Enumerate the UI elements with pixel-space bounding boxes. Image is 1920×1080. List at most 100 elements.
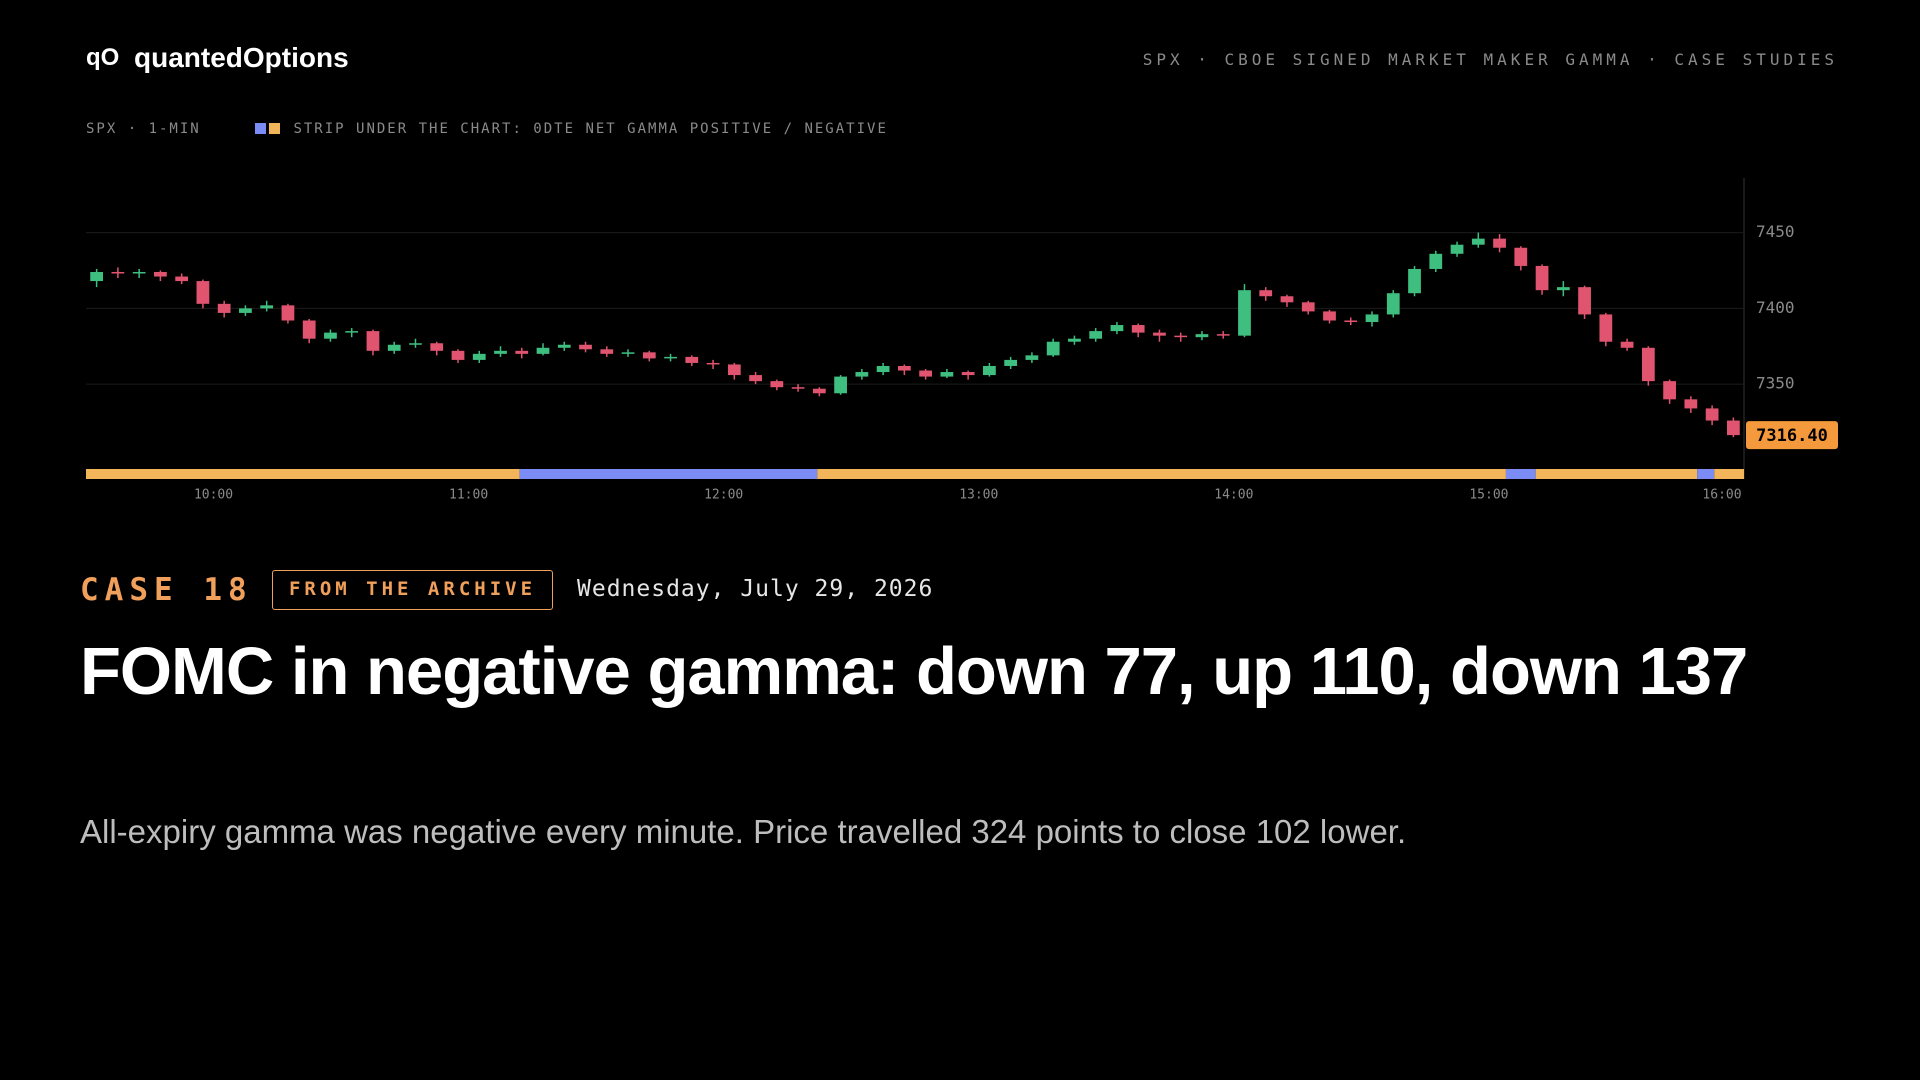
candle-body (940, 372, 954, 377)
candle-body (1386, 293, 1400, 315)
last-price-label: 7316.40 (1756, 426, 1828, 446)
legend-text: STRIP UNDER THE CHART: 0DTE NET GAMMA PO… (293, 121, 888, 137)
candle-body (1216, 334, 1230, 336)
candle-body (472, 353, 486, 360)
legend-swatch (255, 123, 266, 134)
brand[interactable]: quantedOptions (134, 42, 349, 73)
candle-body (1408, 268, 1421, 294)
candle-body (1471, 238, 1485, 245)
candle-body (536, 347, 550, 354)
candle-body (579, 344, 592, 350)
candle-body (557, 344, 571, 348)
x-tick-label: 10:00 (194, 488, 233, 503)
x-tick-label: 12:00 (704, 488, 743, 503)
chart: 7350 7400 7450 10:00 11:00 12:00 13:00 14:00 15:… (86, 178, 1838, 503)
gamma-strip (519, 469, 818, 479)
candle-body (1705, 408, 1719, 421)
candle-body (1004, 359, 1018, 366)
gamma-strip (1535, 469, 1698, 479)
candle-body (324, 332, 337, 339)
candle-body (366, 331, 380, 351)
candle-body (770, 381, 784, 388)
candle-body (409, 343, 422, 345)
candle-body (217, 303, 231, 313)
candle-body (1046, 341, 1060, 356)
candle-body (1280, 296, 1294, 303)
x-tick-label: 13:00 (959, 488, 998, 503)
candle-body (451, 350, 465, 360)
candle-body (855, 372, 869, 377)
candle-body (90, 271, 104, 282)
date: Wednesday, July 29, 2026 (577, 576, 934, 602)
candle-body (1684, 399, 1698, 409)
candle-body (1259, 290, 1273, 297)
candle-body (1578, 287, 1591, 315)
x-tick-label: 14:00 (1214, 488, 1253, 503)
subtitle: All-expiry gamma was negative every minu… (80, 813, 1407, 850)
candle-body (600, 349, 614, 354)
candle-body (1663, 381, 1676, 400)
candle-body (175, 276, 189, 282)
candle-body (1089, 331, 1103, 339)
y-tick-label: 7350 (1756, 374, 1795, 393)
candle-body (961, 372, 975, 376)
candle-body (834, 376, 847, 394)
candle-body (685, 356, 699, 363)
candle-body (1068, 338, 1081, 342)
gamma-strip (1505, 469, 1536, 479)
logo[interactable]: qO (86, 44, 120, 71)
candle-body (515, 350, 529, 354)
candle-body (1450, 244, 1464, 254)
chart-meta: SPX · 1-MIN (86, 121, 201, 137)
candle-body (1365, 314, 1379, 323)
candle-body (897, 365, 911, 371)
case-number: CASE 18 (80, 572, 253, 608)
candle-body (1599, 314, 1613, 342)
x-tick-label: 16:00 (1702, 488, 1741, 503)
candle-body (1514, 247, 1528, 266)
candle-body (260, 305, 274, 309)
candle-body (1131, 325, 1145, 333)
last-price-box (1746, 421, 1838, 450)
candle-body (642, 352, 656, 359)
candle-body (812, 388, 826, 394)
gamma-strip (817, 469, 1506, 479)
x-tick-label: 15:00 (1469, 488, 1508, 503)
candle-body (876, 365, 890, 373)
candle-body (1556, 287, 1570, 291)
candle-body (621, 352, 635, 354)
strip-legend: STRIP UNDER THE CHART: 0DTE NET GAMMA PO… (255, 121, 888, 137)
candle-body (1025, 355, 1039, 360)
candle-body (132, 271, 146, 274)
candle-body (983, 365, 996, 376)
candle-body (239, 308, 252, 313)
candle-body (1110, 325, 1124, 332)
gamma-strip (86, 469, 520, 479)
gamma-strip (1714, 469, 1744, 479)
candle-body (1153, 332, 1166, 336)
candle-body (791, 387, 805, 389)
badge: FROM THE ARCHIVE (272, 570, 553, 610)
x-tick-label: 11:00 (449, 488, 488, 503)
candle-body (1641, 347, 1655, 382)
candle-body (281, 305, 295, 321)
candle-body (430, 343, 444, 351)
legend-swatch (269, 123, 280, 134)
candle-body (749, 375, 762, 382)
title: FOMC in negative gamma: down 77, up 110,… (80, 634, 1748, 709)
candle-body (111, 271, 125, 274)
candle-body (727, 364, 741, 376)
candle-body (1726, 420, 1740, 436)
candle-body (154, 271, 167, 277)
candle-body (1429, 253, 1443, 269)
gamma-strip (1697, 469, 1715, 479)
y-tick-label: 7400 (1756, 298, 1795, 317)
nav[interactable]: SPX · CBOE SIGNED MARKET MAKER GAMMA · C… (1142, 50, 1838, 69)
candle-body (196, 281, 210, 304)
candle-body (706, 362, 720, 365)
candle-body (1323, 311, 1336, 321)
candle-body (494, 350, 507, 354)
candle-body (1238, 290, 1251, 336)
candle-body (919, 370, 933, 377)
